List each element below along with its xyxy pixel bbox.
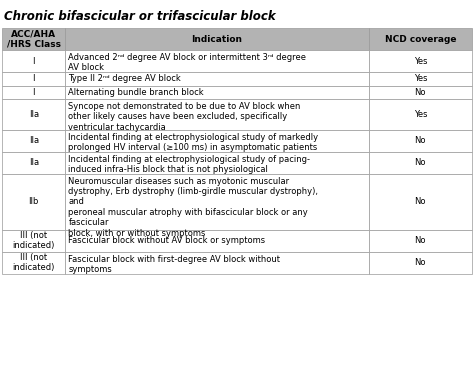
Text: ACC/AHA
/HRS Class: ACC/AHA /HRS Class bbox=[7, 29, 61, 49]
Text: Advanced 2ⁿᵈ degree AV block or intermittent 3ʳᵈ degree
AV block: Advanced 2ⁿᵈ degree AV block or intermit… bbox=[68, 53, 307, 73]
Text: IIa: IIa bbox=[28, 136, 39, 145]
Text: Incidental finding at electrophysiological study of markedly
prolonged HV interv: Incidental finding at electrophysiologic… bbox=[68, 132, 319, 152]
Bar bbox=[65, 174, 369, 229]
Text: IIa: IIa bbox=[28, 158, 39, 167]
Bar bbox=[2, 252, 65, 273]
Text: III (not
indicated): III (not indicated) bbox=[12, 253, 55, 272]
Bar bbox=[65, 72, 369, 85]
Bar bbox=[65, 28, 369, 50]
Bar bbox=[369, 72, 472, 85]
Text: Indication: Indication bbox=[191, 34, 243, 44]
Text: IIa: IIa bbox=[28, 110, 39, 119]
Bar bbox=[65, 99, 369, 130]
Bar bbox=[369, 130, 472, 151]
Text: I: I bbox=[33, 74, 35, 83]
Bar bbox=[369, 50, 472, 72]
Text: No: No bbox=[415, 88, 426, 97]
Bar bbox=[2, 174, 65, 229]
Text: NCD coverage: NCD coverage bbox=[384, 34, 456, 44]
Text: III (not
indicated): III (not indicated) bbox=[12, 231, 55, 250]
Bar bbox=[369, 151, 472, 174]
Bar bbox=[2, 229, 65, 252]
Text: I: I bbox=[33, 57, 35, 65]
Bar bbox=[369, 28, 472, 50]
Text: IIb: IIb bbox=[28, 197, 39, 206]
Bar bbox=[2, 130, 65, 151]
Bar bbox=[369, 229, 472, 252]
Bar bbox=[65, 130, 369, 151]
Bar bbox=[65, 85, 369, 99]
Bar bbox=[65, 229, 369, 252]
Bar bbox=[369, 252, 472, 273]
Bar bbox=[2, 50, 65, 72]
Bar bbox=[2, 28, 65, 50]
Text: No: No bbox=[415, 136, 426, 145]
Text: Fascicular block with first-degree AV block without
symptoms: Fascicular block with first-degree AV bl… bbox=[68, 255, 281, 274]
Bar bbox=[65, 151, 369, 174]
Bar bbox=[65, 252, 369, 273]
Text: Neuromuscular diseases such as myotonic muscular
dystrophy, Erb dystrophy (limb-: Neuromuscular diseases such as myotonic … bbox=[68, 176, 319, 238]
Text: Syncope not demonstrated to be due to AV block when
other likely causes have bee: Syncope not demonstrated to be due to AV… bbox=[68, 102, 301, 132]
Text: Yes: Yes bbox=[413, 57, 427, 65]
Bar bbox=[369, 85, 472, 99]
Bar bbox=[65, 50, 369, 72]
Text: Chronic bifascicular or trifascicular block: Chronic bifascicular or trifascicular bl… bbox=[4, 10, 276, 23]
Text: Alternating bundle branch block: Alternating bundle branch block bbox=[68, 88, 204, 97]
Text: No: No bbox=[415, 158, 426, 167]
Text: No: No bbox=[415, 197, 426, 206]
Text: No: No bbox=[415, 258, 426, 267]
Bar bbox=[2, 72, 65, 85]
Text: I: I bbox=[33, 88, 35, 97]
Bar bbox=[369, 174, 472, 229]
Bar bbox=[2, 99, 65, 130]
Text: Type II 2ⁿᵈ degree AV block: Type II 2ⁿᵈ degree AV block bbox=[68, 74, 181, 83]
Text: Incidental finding at electrophysiological study of pacing-
induced infra-His bl: Incidental finding at electrophysiologic… bbox=[68, 155, 310, 174]
Bar bbox=[2, 85, 65, 99]
Bar bbox=[369, 99, 472, 130]
Text: No: No bbox=[415, 236, 426, 245]
Bar bbox=[2, 151, 65, 174]
Text: Yes: Yes bbox=[413, 110, 427, 119]
Text: Fascicular block without AV block or symptoms: Fascicular block without AV block or sym… bbox=[68, 236, 265, 245]
Text: Yes: Yes bbox=[413, 74, 427, 83]
